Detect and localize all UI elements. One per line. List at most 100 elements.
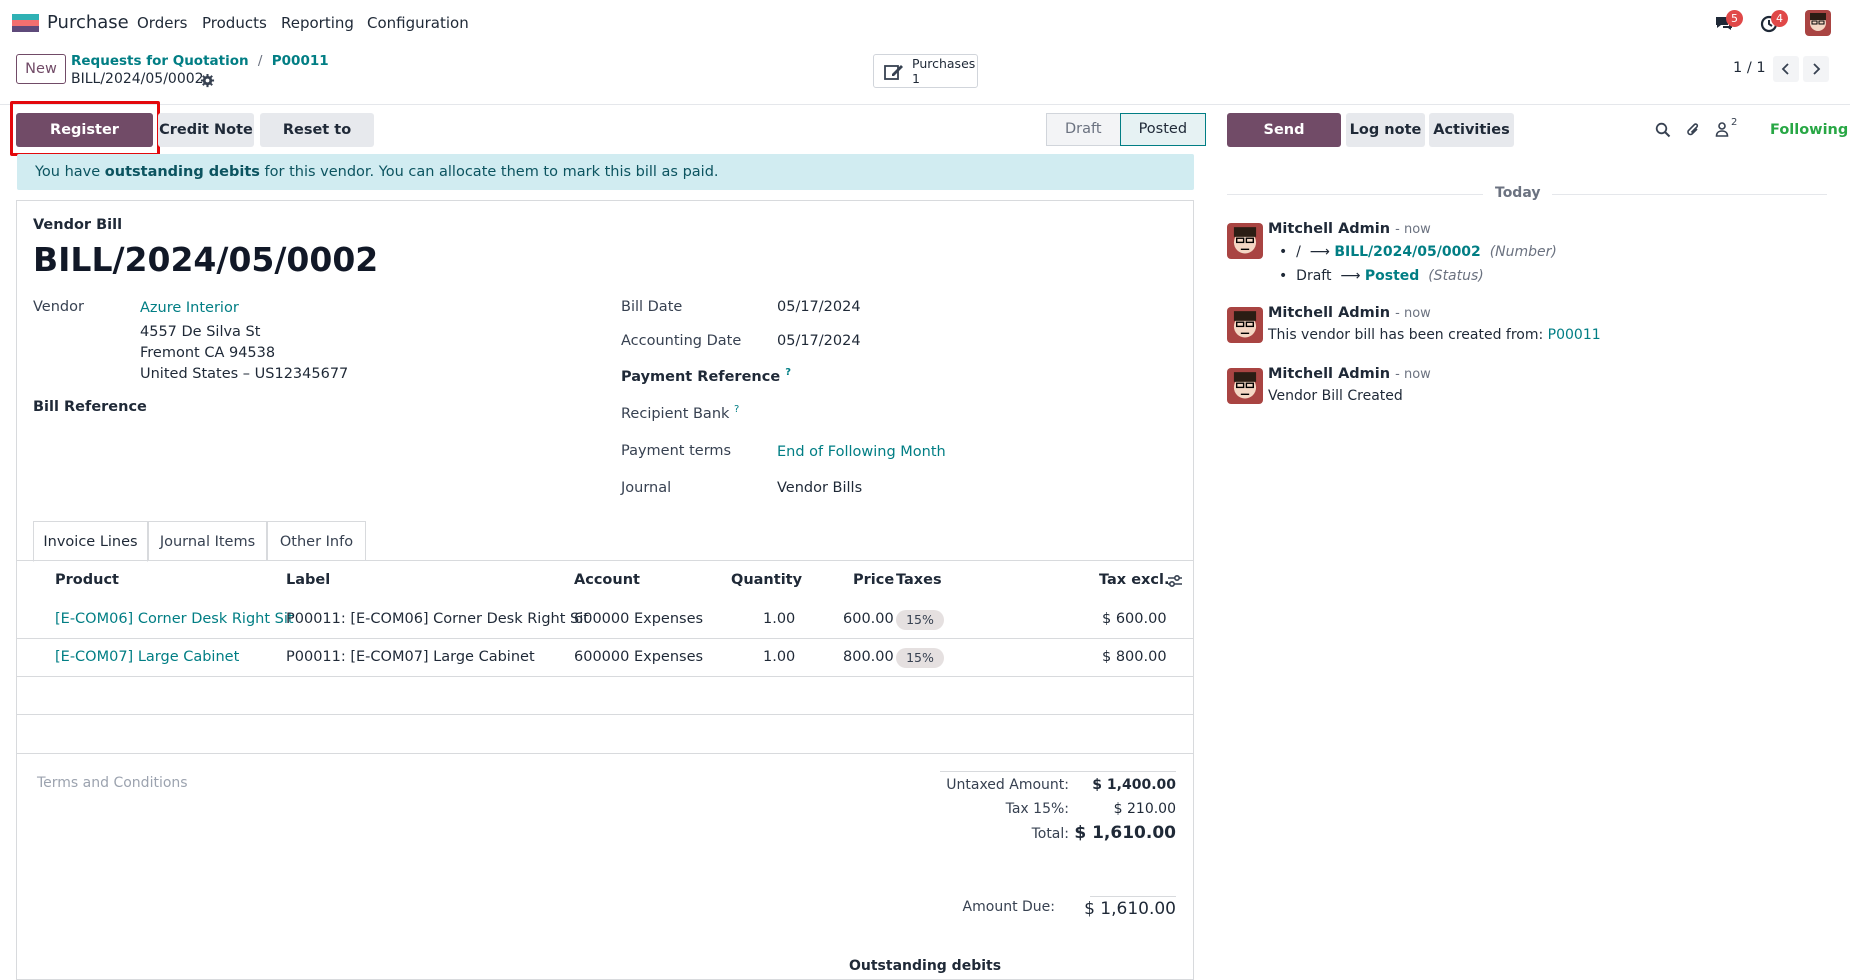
line-tax-badge[interactable]: 15%	[896, 648, 944, 668]
table-row-empty	[16, 677, 1194, 715]
line-product[interactable]: [E-COM06] Corner Desk Right Sit	[55, 611, 294, 627]
breadcrumb: Requests for Quotation / P00011	[71, 53, 329, 69]
messages-badge: 5	[1726, 10, 1743, 27]
outstanding-debits-alert: You have outstanding debits for this ven…	[17, 154, 1194, 190]
purchase-app-icon[interactable]	[12, 14, 39, 32]
gear-icon[interactable]	[200, 73, 215, 88]
optional-columns-icon[interactable]	[1167, 574, 1183, 592]
avatar[interactable]	[1227, 368, 1263, 404]
column-account[interactable]: Account	[574, 572, 640, 588]
vendor-address-line3: United States – US12345677	[140, 366, 349, 382]
field-name: (Status)	[1428, 268, 1484, 284]
message-link[interactable]: P00011	[1547, 327, 1601, 343]
author-name[interactable]: Mitchell Admin	[1268, 221, 1391, 237]
message-author[interactable]: Mitchell Admin - now	[1268, 221, 1431, 237]
date-separator: Today	[1483, 185, 1553, 201]
highlight-box	[10, 101, 160, 156]
status-draft[interactable]: Draft	[1046, 113, 1120, 146]
accounting-date-label: Accounting Date	[621, 333, 742, 349]
alert-prefix: You have	[35, 164, 105, 180]
reset-to-draft-button[interactable]: Reset to Draft	[260, 113, 374, 172]
message-body: This vendor bill has been created from: …	[1268, 327, 1601, 343]
line-account[interactable]: 600000 Expenses	[574, 649, 704, 665]
paperclip-icon[interactable]	[1685, 121, 1701, 143]
recipient-bank-label: Recipient Bank ?	[621, 404, 739, 422]
line-account[interactable]: 600000 Expenses	[574, 611, 704, 627]
column-label[interactable]: Label	[286, 572, 331, 588]
outstanding-debits-title: Outstanding debits	[849, 958, 1002, 974]
column-tax-excl[interactable]: Tax excl.	[1099, 572, 1170, 588]
line-quantity[interactable]: 1.00	[763, 649, 796, 665]
document-number: BILL/2024/05/0002	[33, 240, 379, 279]
followers-icon[interactable]	[1715, 121, 1729, 141]
menu-orders[interactable]: Orders	[137, 14, 188, 32]
vendor-link[interactable]: Azure Interior	[140, 300, 239, 316]
vendor-label: Vendor	[33, 299, 84, 315]
table-row[interactable]: [E-COM07] Large Cabinet P00011: [E-COM07…	[16, 639, 1194, 677]
tab-invoice-lines[interactable]: Invoice Lines	[33, 521, 148, 562]
avatar[interactable]	[1227, 307, 1263, 343]
app-name[interactable]: Purchase	[47, 12, 129, 33]
old-value: /	[1296, 244, 1301, 260]
payment-terms-label: Payment terms	[621, 443, 732, 459]
bill-date-field[interactable]: 05/17/2024	[777, 299, 861, 315]
new-button[interactable]: New	[16, 54, 66, 84]
following-button[interactable]: Following	[1770, 122, 1849, 138]
document-type: Vendor Bill	[33, 217, 123, 233]
pager-previous-icon[interactable]	[1773, 56, 1799, 82]
accounting-date-field[interactable]: 05/17/2024	[777, 333, 861, 349]
vendor-address-line2: Fremont CA 94538	[140, 345, 276, 361]
message-body: Vendor Bill Created	[1268, 388, 1403, 404]
line-quantity[interactable]: 1.00	[763, 611, 796, 627]
header-divider	[16, 560, 1194, 561]
line-tax-badge[interactable]: 15%	[896, 610, 944, 630]
menu-products[interactable]: Products	[202, 14, 267, 32]
followers-count: 2	[1731, 117, 1738, 128]
status-posted[interactable]: Posted	[1119, 113, 1207, 146]
pager-value[interactable]: 1 / 1	[1733, 60, 1766, 76]
credit-note-button[interactable]: Credit Note	[158, 113, 254, 147]
breadcrumb-po[interactable]: P00011	[271, 53, 329, 69]
author-name[interactable]: Mitchell Admin	[1268, 305, 1391, 321]
column-price[interactable]: Price	[853, 572, 895, 588]
line-price[interactable]: 800.00	[843, 649, 894, 665]
line-subtotal: $ 600.00	[1102, 611, 1167, 627]
table-row[interactable]: [E-COM06] Corner Desk Right Sit P00011: …	[16, 601, 1194, 639]
column-quantity[interactable]: Quantity	[731, 572, 803, 588]
chatter-panel: Send message Log note Activities 2 Follo…	[1212, 105, 1850, 968]
send-message-button[interactable]: Send message	[1227, 113, 1341, 172]
line-price[interactable]: 600.00	[843, 611, 894, 627]
purchases-smart-button[interactable]: Purchases 1	[873, 54, 978, 88]
help-icon[interactable]: ?	[734, 404, 740, 415]
author-name[interactable]: Mitchell Admin	[1268, 366, 1391, 382]
user-avatar[interactable]	[1805, 10, 1831, 36]
search-icon[interactable]	[1655, 122, 1671, 142]
log-note-button[interactable]: Log note	[1346, 113, 1425, 147]
column-taxes[interactable]: Taxes	[896, 572, 942, 588]
line-product[interactable]: [E-COM07] Large Cabinet	[55, 649, 240, 665]
totals-divider	[940, 771, 1176, 772]
smart-button-count: 1	[912, 71, 920, 86]
menu-reporting[interactable]: Reporting	[281, 14, 354, 32]
activities-button[interactable]: Activities	[1429, 113, 1514, 147]
menu-configuration[interactable]: Configuration	[367, 14, 469, 32]
message-author[interactable]: Mitchell Admin - now	[1268, 366, 1431, 382]
message-author[interactable]: Mitchell Admin - now	[1268, 305, 1431, 321]
line-label[interactable]: P00011: [E-COM06] Corner Desk Right Sit	[286, 611, 589, 627]
column-product[interactable]: Product	[55, 572, 119, 588]
avatar[interactable]	[1227, 223, 1263, 259]
tax-label: Tax 15%:	[1005, 801, 1069, 817]
journal-field[interactable]: Vendor Bills	[777, 480, 863, 496]
pager-next-icon[interactable]	[1803, 56, 1829, 82]
bill-reference-label: Bill Reference	[33, 399, 147, 415]
amount-due-divider	[1090, 896, 1176, 897]
help-icon[interactable]: ?	[785, 367, 792, 378]
breadcrumb-separator: /	[257, 53, 263, 69]
tab-other-info[interactable]: Other Info	[267, 521, 366, 561]
total-amount: $ 1,610.00	[1074, 823, 1176, 843]
line-label[interactable]: P00011: [E-COM07] Large Cabinet	[286, 649, 535, 665]
tab-journal-items[interactable]: Journal Items	[148, 521, 267, 561]
payment-terms-field[interactable]: End of Following Month	[777, 444, 946, 460]
terms-conditions-field[interactable]: Terms and Conditions	[37, 775, 188, 791]
breadcrumb-rfq[interactable]: Requests for Quotation	[71, 53, 249, 69]
